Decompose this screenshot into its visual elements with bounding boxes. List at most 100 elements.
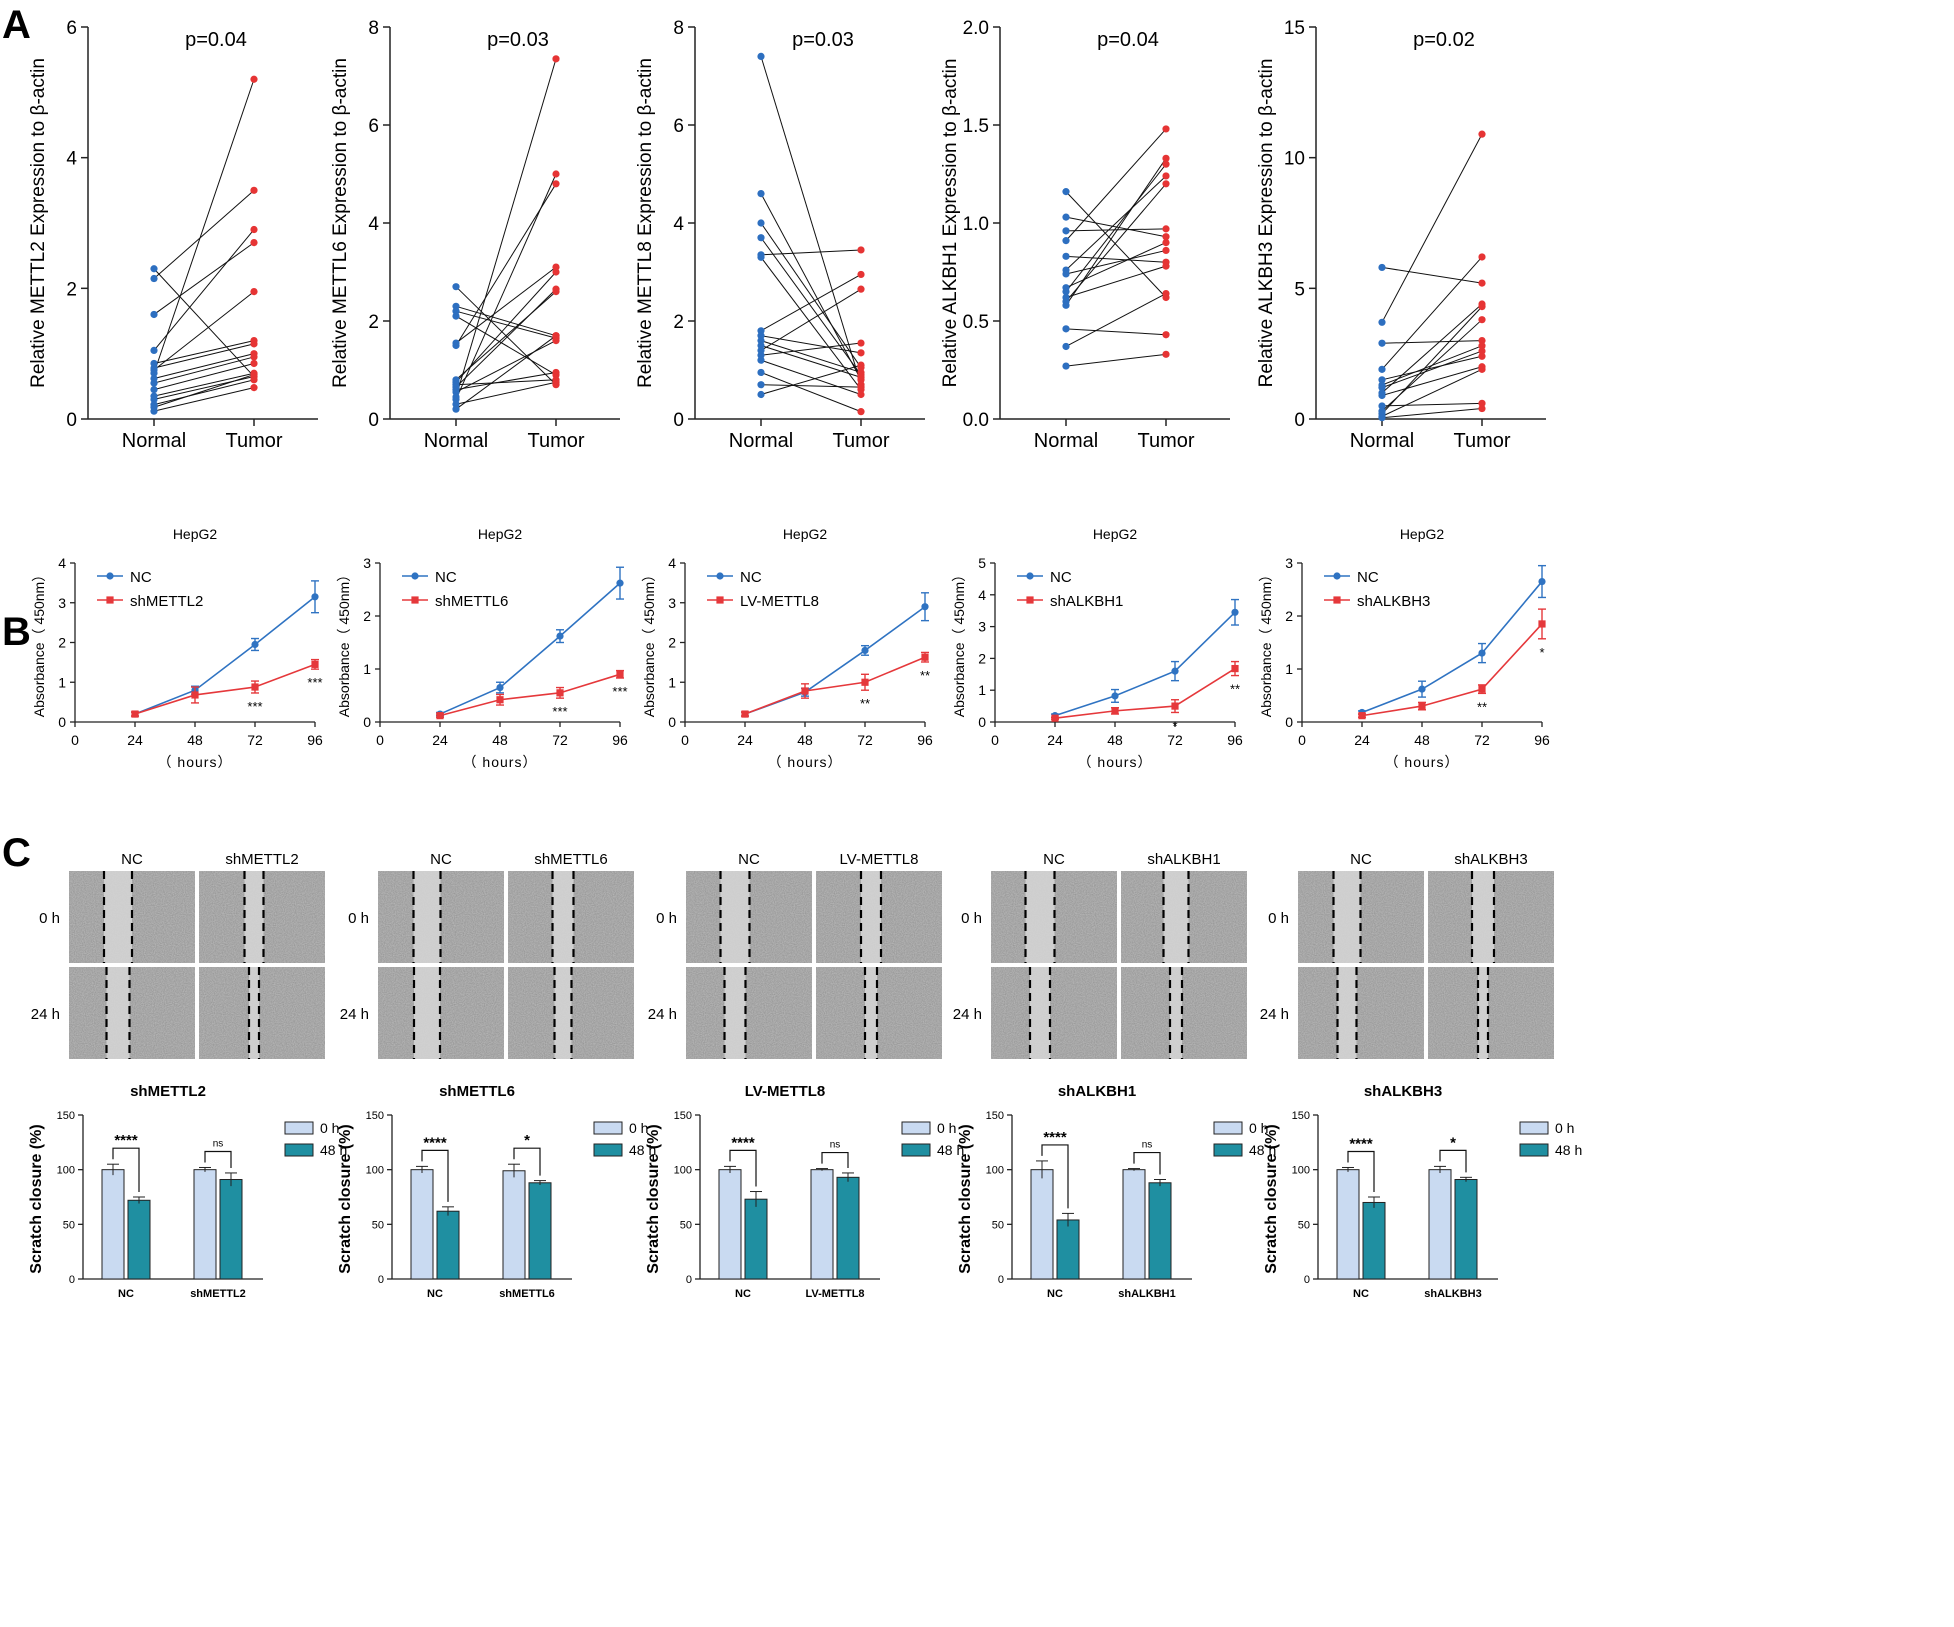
y-tick-label: 100 — [1292, 1165, 1310, 1177]
y-tick-label: 50 — [680, 1219, 692, 1231]
legend-swatch — [1519, 1121, 1549, 1135]
y-tick-label: 4 — [668, 555, 676, 571]
x-tick-label: 72 — [857, 732, 873, 748]
normal-point — [150, 274, 158, 283]
x-tick-label: 96 — [307, 732, 323, 748]
scratch-wound-gap — [554, 967, 572, 1059]
y-tick-label: 2 — [1285, 608, 1293, 624]
scratch-wound-gap — [106, 967, 130, 1059]
x-tick-label: Normal — [729, 430, 793, 452]
pair-line — [153, 229, 255, 351]
significance-label: * — [1450, 1134, 1456, 1151]
tumor-point — [1162, 154, 1170, 162]
y-tick-label: 10 — [1284, 149, 1305, 170]
x-tick-label: Tumor — [225, 430, 282, 452]
y-tick-label: 4 — [66, 149, 77, 170]
legend-swatch — [1213, 1121, 1243, 1135]
y-tick-label: 15 — [1284, 18, 1305, 39]
legend-swatch — [284, 1121, 314, 1135]
tumor-point — [1162, 172, 1170, 180]
bar-0h — [410, 1169, 434, 1280]
growth-curve-5: 0 1 2 3 0 24 48 72 96 HepG2 （ hours） Absorbance（ 45… — [1258, 526, 1550, 770]
legend-label: 48 h — [1555, 1142, 1582, 1158]
scratch-wound-gap — [1170, 967, 1182, 1059]
normal-point — [1062, 252, 1070, 260]
panel-label-a: A — [2, 3, 31, 47]
x-tick-label: 0 — [71, 732, 79, 748]
significance-bracket — [1439, 1149, 1467, 1173]
x-tick-label: Normal — [122, 430, 186, 452]
treatment-point — [556, 689, 564, 697]
y-tick-label: 3 — [363, 555, 371, 571]
y-axis-label: Absorbance（ 450nm） — [641, 568, 657, 717]
x-tick-label: 24 — [1354, 732, 1370, 748]
tumor-point — [1478, 337, 1486, 345]
pair-line — [760, 342, 862, 356]
legend-label: NC — [1357, 569, 1379, 586]
treatment-point — [861, 678, 869, 686]
paired-plot-2: 0 2 4 6 8 Normal Tumor p=0.03 Relative METTL6 Ex… — [330, 18, 620, 452]
bar-0h — [502, 1170, 526, 1280]
tumor-point — [250, 75, 258, 83]
y-tick-label: 150 — [57, 1110, 75, 1122]
normal-point — [1378, 376, 1386, 384]
scratch-column-label: NC — [430, 851, 452, 868]
significance-bracket — [513, 1147, 541, 1176]
legend-label: 48 h — [629, 1142, 656, 1158]
normal-point — [1062, 342, 1070, 351]
nc-point — [556, 632, 564, 640]
significance-label: * — [1539, 645, 1544, 660]
legend-label: LV-METTL8 — [740, 593, 819, 610]
tumor-point — [1162, 233, 1170, 241]
pair-line — [760, 288, 862, 351]
normal-point — [1378, 263, 1386, 272]
tumor-point — [552, 180, 560, 188]
x-tick-label: 96 — [1534, 732, 1550, 748]
normal-point — [757, 356, 765, 364]
x-tick-label: 24 — [432, 732, 448, 748]
tumor-point — [857, 408, 865, 416]
pair-line — [1381, 303, 1483, 394]
tumor-point — [1478, 130, 1486, 138]
scratch-image-block-3: NC LV-METTL8 0 h 24 h — [648, 851, 942, 1059]
scratch-wound-gap — [413, 871, 441, 963]
y-tick-label: 100 — [674, 1165, 692, 1177]
scratch-column-label: shMETTL2 — [225, 851, 298, 868]
tumor-point — [250, 370, 258, 379]
legend-marker — [1333, 572, 1341, 580]
x-tick-label: 72 — [1167, 732, 1183, 748]
legend-label: 0 h — [1249, 1120, 1268, 1136]
legend-label: shALKBH1 — [1050, 593, 1123, 610]
scratch-wound-gap — [1337, 967, 1357, 1059]
normal-point — [757, 219, 765, 227]
y-tick-label: 4 — [673, 214, 684, 235]
scratch-row-label: 0 h — [39, 910, 60, 927]
significance-label: *** — [247, 699, 262, 714]
pair-line — [455, 340, 557, 393]
y-tick-label: 1.0 — [963, 214, 989, 235]
pair-line — [1381, 355, 1483, 381]
pair-line — [760, 222, 862, 368]
scratch-wound-gap — [1025, 871, 1055, 963]
significance-bracket — [821, 1151, 849, 1168]
paired-plot-4: 0.0 0.5 1.0 1.5 2.0 Normal Tumor p=0.04 Relative… — [940, 18, 1230, 452]
growth-curve-4: 0 1 2 3 4 5 0 24 48 72 96 HepG2 （ hours） Absorbance（ … — [951, 526, 1243, 770]
y-tick-label: 6 — [673, 116, 684, 137]
pair-line — [1065, 265, 1167, 298]
scratch-bar-chart-4: 0 50 100 150 shALKBH1 Scratch closure (%) NC **… — [957, 1083, 1276, 1300]
scratch-row-label: 0 h — [1268, 910, 1289, 927]
y-tick-label: 4 — [368, 214, 379, 235]
significance-bracket — [1133, 1151, 1161, 1175]
y-tick-label: 6 — [66, 18, 77, 39]
x-tick-label: LV-METTL8 — [805, 1288, 864, 1300]
chart-title: shALKBH3 — [1364, 1083, 1442, 1100]
tumor-point — [250, 239, 258, 247]
pair-line — [153, 268, 255, 377]
tumor-point — [1478, 316, 1486, 324]
scratch-image-texture — [991, 967, 1117, 1059]
legend-marker — [106, 572, 114, 580]
y-tick-label: 2.0 — [963, 18, 989, 39]
y-tick-label: 1 — [363, 661, 371, 677]
